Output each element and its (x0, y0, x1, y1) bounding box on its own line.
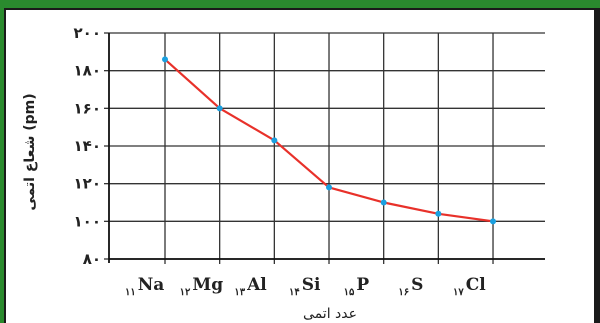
x-tick-label: ۱۱ Na (125, 275, 164, 298)
data-point (490, 218, 497, 225)
x-tick-label: ۱۴ Si (289, 275, 321, 298)
frame-top-band (0, 0, 600, 8)
element-symbol: Na (138, 275, 165, 295)
data-point (271, 137, 278, 144)
y-tick-label: ۱۰۰ (74, 212, 101, 230)
y-axis-title: شعاع اتمی (pm) (22, 93, 38, 210)
y-tick-label: ۱۶۰ (74, 99, 101, 117)
x-tick-label: ۱۲ Mg (180, 275, 224, 298)
y-tick-label: ۲۰۰ (74, 24, 101, 42)
atomic-number: ۱۴ (289, 287, 300, 298)
y-tick-label: ۱۲۰ (74, 175, 101, 193)
data-point (162, 56, 168, 63)
x-tick-label: ۱۶ S (398, 275, 423, 298)
atomic-number: ۱۷ (453, 287, 464, 298)
data-point (380, 199, 387, 206)
frame-left-border (4, 8, 6, 323)
element-symbol: Mg (192, 275, 223, 295)
data-point (216, 105, 223, 112)
atomic-number: ۱۱ (125, 287, 136, 298)
element-symbol: S (411, 275, 423, 295)
frame-left-band (0, 8, 4, 323)
x-tick-label: ۱۷ Cl (453, 275, 486, 298)
atomic-number: ۱۶ (398, 287, 409, 298)
x-tick-label: ۱۳ Al (234, 275, 267, 298)
atomic-number: ۱۳ (234, 287, 245, 298)
frame-right-border (594, 8, 600, 323)
x-axis-title: عدد اتمی (303, 306, 357, 322)
element-symbol: Al (246, 275, 267, 295)
x-tick-label: ۱۵ P (344, 275, 370, 298)
y-tick-label: ۱۸۰ (74, 62, 101, 80)
element-symbol: P (356, 275, 369, 295)
data-point (435, 210, 442, 217)
y-tick-label: ۸۰ (83, 250, 101, 268)
frame-top-border (0, 8, 600, 10)
y-tick-label: ۱۴۰ (74, 137, 101, 155)
element-symbol: Si (302, 275, 321, 295)
atomic-number: ۱۲ (180, 287, 191, 298)
element-symbol: Cl (466, 275, 487, 295)
atomic-number: ۱۵ (344, 287, 355, 298)
data-point (326, 184, 333, 191)
